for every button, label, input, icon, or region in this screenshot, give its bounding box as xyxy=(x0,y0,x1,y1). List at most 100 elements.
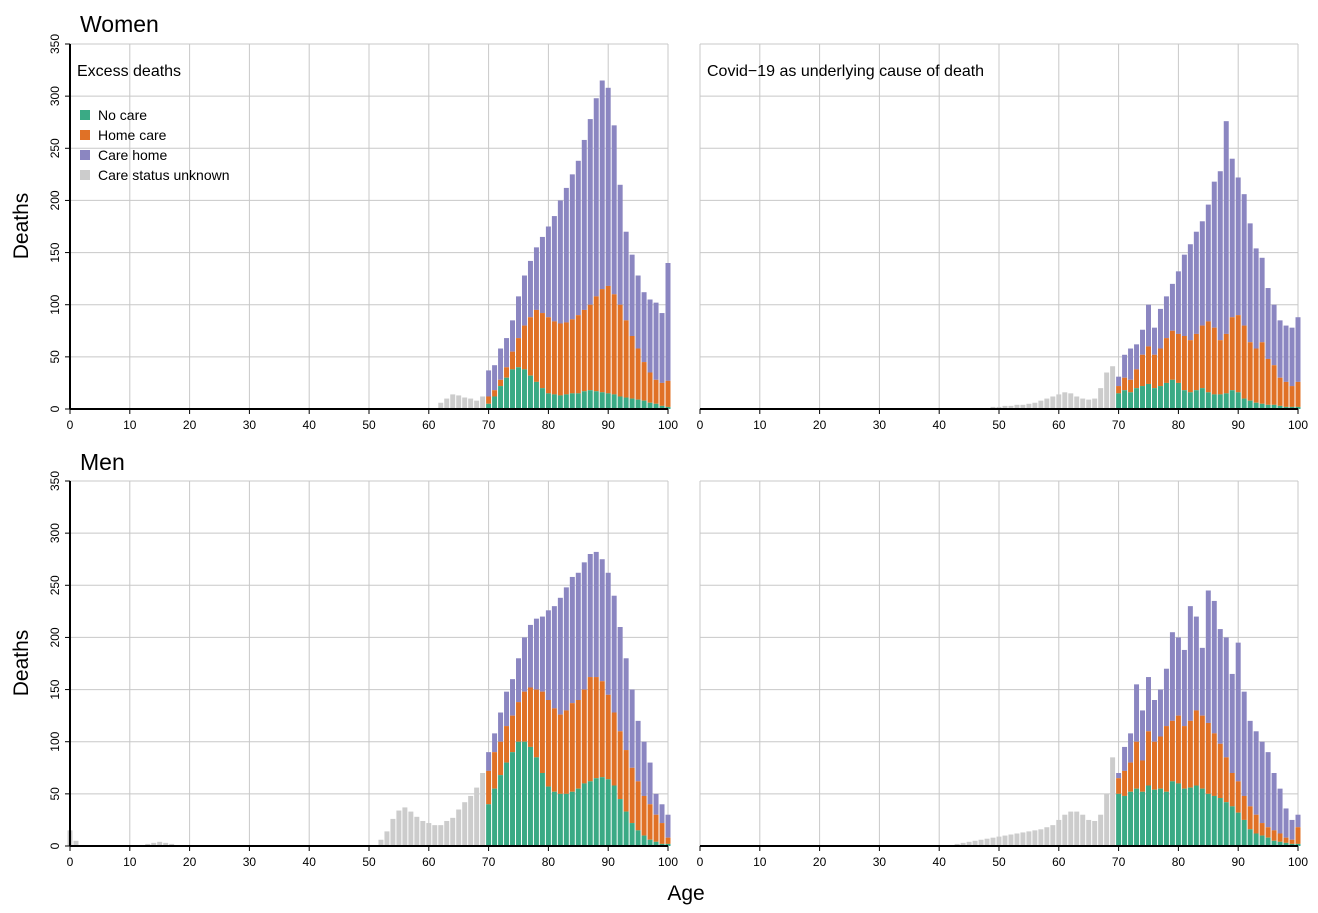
bar-no-care xyxy=(1199,788,1205,846)
bar-no-care xyxy=(1140,386,1146,409)
bar-care-home xyxy=(504,338,510,368)
legend-swatch-care-status-unknown xyxy=(80,170,90,180)
x-tick-label: 70 xyxy=(482,418,496,432)
bar-care-status-unknown xyxy=(1092,820,1098,846)
bar-home-care xyxy=(1175,715,1181,784)
y-tick-label: 200 xyxy=(48,627,62,647)
bar-no-care xyxy=(1134,788,1140,846)
bar-no-care xyxy=(1241,398,1247,409)
bar-care-home xyxy=(569,174,575,320)
bar-no-care xyxy=(1116,793,1122,846)
bar-home-care xyxy=(1253,814,1259,834)
bar-home-care xyxy=(486,770,492,805)
bar-care-status-unknown xyxy=(1086,819,1092,846)
y-tick-label: 300 xyxy=(48,86,62,106)
bar-care-status-unknown xyxy=(1002,405,1008,409)
bar-care-status-unknown xyxy=(462,397,468,409)
y-tick-label: 150 xyxy=(48,679,62,699)
y-tick-label: 250 xyxy=(48,575,62,595)
bar-no-care xyxy=(659,843,665,846)
bar-home-care xyxy=(1205,722,1211,794)
x-tick-label: 80 xyxy=(1172,418,1186,432)
bar-home-care xyxy=(1241,325,1247,399)
bar-care-status-unknown xyxy=(1062,392,1068,409)
bar-home-care xyxy=(653,379,659,404)
bar-no-care xyxy=(1193,785,1199,846)
bar-care-status-unknown xyxy=(996,836,1002,846)
bar-care-home xyxy=(1205,590,1211,723)
bar-care-status-unknown xyxy=(990,406,996,409)
bar-home-care xyxy=(635,781,641,831)
bar-no-care xyxy=(1163,382,1169,409)
bar-home-care xyxy=(1235,781,1241,813)
bar-home-care xyxy=(521,325,527,370)
bar-care-home xyxy=(563,587,569,711)
bar-no-care xyxy=(1277,405,1283,409)
bar-home-care xyxy=(557,323,563,396)
bar-care-home xyxy=(1175,637,1181,716)
panel-label-excess-deaths: Excess deaths xyxy=(77,63,181,80)
bar-home-care xyxy=(563,322,569,395)
bar-care-home xyxy=(1187,606,1193,721)
bar-care-home xyxy=(611,595,617,713)
bar-no-care xyxy=(581,783,587,846)
bar-home-care xyxy=(1116,778,1122,794)
bar-care-status-unknown xyxy=(462,802,468,846)
x-tick-label: 90 xyxy=(602,418,616,432)
bar-no-care xyxy=(551,394,557,409)
panel-3: 0 10 20 30 40 50 60 70 80 90 100 xyxy=(697,480,1308,869)
x-tick-label: 80 xyxy=(542,418,556,432)
bar-care-home xyxy=(1169,632,1175,721)
bar-care-home xyxy=(1122,354,1128,378)
bar-no-care xyxy=(1146,785,1151,846)
bar-care-status-unknown xyxy=(474,787,480,846)
bar-home-care xyxy=(1134,741,1140,789)
bar-care-home xyxy=(527,624,533,688)
panel-label-covid-underlying: Covid−19 as underlying cause of death xyxy=(707,63,984,80)
bar-home-care xyxy=(1116,386,1122,394)
bar-no-care xyxy=(635,399,641,409)
bar-home-care xyxy=(1169,330,1175,380)
bar-care-home xyxy=(653,302,659,380)
bar-care-home xyxy=(1211,600,1217,734)
legend-label-home-care: Home care xyxy=(98,127,167,143)
bar-care-home xyxy=(581,562,587,690)
bar-care-home xyxy=(551,606,557,709)
bar-care-status-unknown xyxy=(468,795,474,846)
bar-care-status-unknown xyxy=(1044,398,1050,409)
bar-care-status-unknown xyxy=(426,823,432,846)
bar-no-care xyxy=(1265,837,1271,846)
bar-care-home xyxy=(623,658,629,751)
bar-care-status-unknown xyxy=(1014,404,1020,409)
bar-home-care xyxy=(1283,381,1289,407)
y-axis-title-women: Deaths xyxy=(10,193,33,260)
bar-home-care xyxy=(575,315,581,394)
bar-home-care xyxy=(617,304,623,397)
bar-home-care xyxy=(569,319,575,394)
bar-no-care xyxy=(557,395,563,409)
bar-no-care xyxy=(569,791,575,846)
bar-care-status-unknown xyxy=(996,406,1002,409)
bar-no-care xyxy=(599,777,605,846)
panel-0: 0 50 100 150 200 250 300 350 0 10 20 30 40 50 60 70 80 90… xyxy=(48,34,678,432)
bar-care-status-unknown xyxy=(157,841,163,846)
bar-care-home xyxy=(1235,177,1241,316)
bar-home-care xyxy=(1217,743,1223,799)
bar-home-care xyxy=(486,396,492,404)
x-tick-label: 0 xyxy=(697,418,704,432)
bar-no-care xyxy=(1211,394,1217,409)
bar-no-care xyxy=(665,843,671,846)
bar-care-status-unknown xyxy=(954,843,960,846)
bar-care-home xyxy=(1277,320,1283,378)
x-tick-label: 30 xyxy=(243,418,257,432)
bar-home-care xyxy=(1140,760,1146,792)
bar-care-home xyxy=(659,313,665,383)
column-labels: Excess deaths Covid−19 as underlying cau… xyxy=(77,63,984,80)
bar-no-care xyxy=(1283,406,1289,409)
bar-no-care xyxy=(1140,791,1146,846)
bar-care-status-unknown xyxy=(1056,394,1062,409)
bar-home-care xyxy=(581,689,587,784)
bar-care-status-unknown xyxy=(1026,403,1032,409)
bar-care-status-unknown xyxy=(450,817,456,846)
bar-home-care xyxy=(1140,354,1146,387)
